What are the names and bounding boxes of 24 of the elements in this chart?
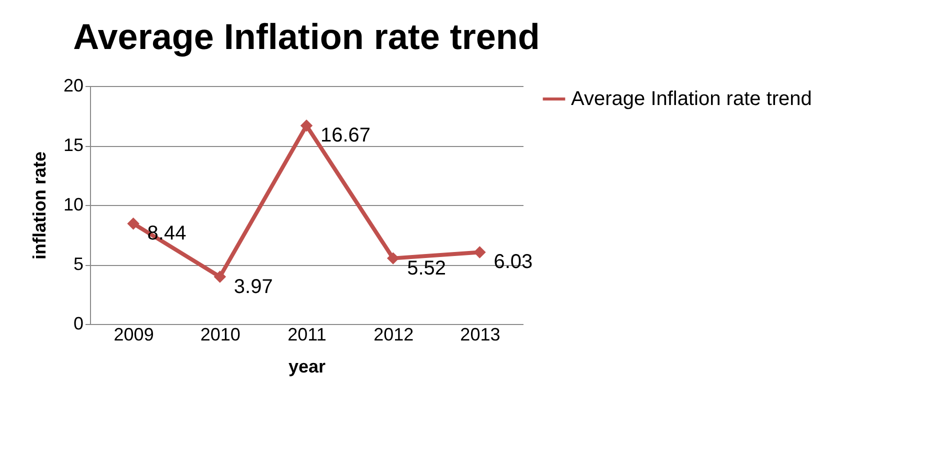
y-axis-title: inflation rate: [29, 151, 50, 260]
x-tick-label: 2009: [114, 324, 154, 344]
y-tick-label: 5: [73, 254, 84, 274]
chart-title: Average Inflation rate trend: [73, 16, 540, 57]
x-tick-label: 2011: [288, 324, 326, 344]
point: [300, 120, 313, 132]
x-tick-label: 2010: [200, 324, 240, 344]
data-label: 3.97: [234, 276, 273, 298]
point: [214, 270, 226, 283]
point: [127, 217, 140, 230]
data-label: 5.52: [407, 257, 446, 280]
y-tick-label: 10: [63, 194, 84, 214]
y-tick-label: 15: [63, 135, 84, 155]
x-tick-label: 2012: [374, 324, 414, 344]
data-label: 16.67: [320, 124, 371, 147]
x-tick-label: 2013: [460, 324, 500, 344]
point: [386, 252, 400, 264]
point: [474, 246, 486, 258]
y-tick-label: 0: [73, 314, 84, 334]
legend-label: Average Inflation rate trend: [571, 88, 812, 110]
y-tick-label: 20: [63, 76, 84, 96]
data-label: 8.44: [147, 222, 186, 245]
data-label: 6.03: [494, 251, 533, 274]
x-axis-title: year: [288, 356, 326, 376]
